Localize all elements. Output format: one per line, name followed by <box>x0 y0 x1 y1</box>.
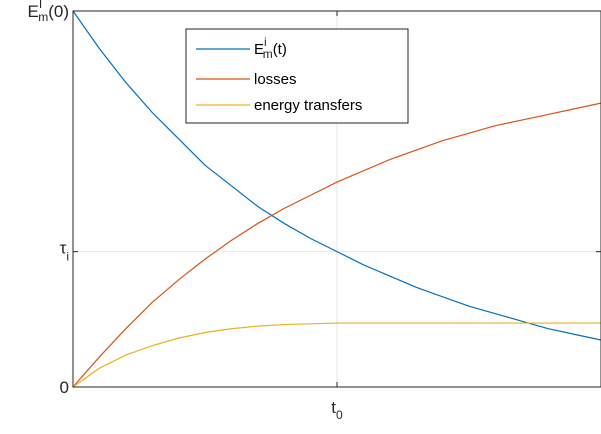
legend: Ei m(t) losses energy transfers <box>185 28 409 124</box>
y-tick-label-sub: i <box>66 250 69 264</box>
legend-entry-0: Ei m(t) <box>254 35 287 61</box>
series-line-2 <box>72 322 601 388</box>
y-tick-label: 0 <box>60 378 69 397</box>
legend-label-base: losses <box>254 71 297 88</box>
y-tick-label-sub: m <box>38 10 48 24</box>
y-tick-label-base: τ <box>60 239 67 258</box>
y-tick-label-suffix: (0) <box>48 2 69 21</box>
x-tick-label-base: t <box>331 398 336 417</box>
x-tick-label: t0 <box>331 398 343 422</box>
legend-label-base: E <box>254 41 264 58</box>
y-tick-label: τi <box>60 239 69 264</box>
series-line-0 <box>72 10 601 341</box>
legend-label-suffix: (t) <box>273 41 287 58</box>
legend-entry-2: energy transfers <box>254 97 362 114</box>
x-tick-label-sub: 0 <box>336 408 343 422</box>
y-tick-label-base: E <box>28 2 39 21</box>
y-tick-label: EI m(0) <box>28 0 69 24</box>
y-tick-label-sup: I <box>39 0 42 11</box>
legend-entry-1: losses <box>254 71 297 88</box>
plot-series <box>72 10 601 388</box>
legend-label-sub: m <box>263 47 273 61</box>
y-tick-label-base: 0 <box>60 378 69 397</box>
series-line-1 <box>72 102 601 388</box>
legend-box <box>185 28 409 124</box>
legend-label-base: energy transfers <box>254 97 362 114</box>
legend-label-sup: i <box>264 35 267 49</box>
